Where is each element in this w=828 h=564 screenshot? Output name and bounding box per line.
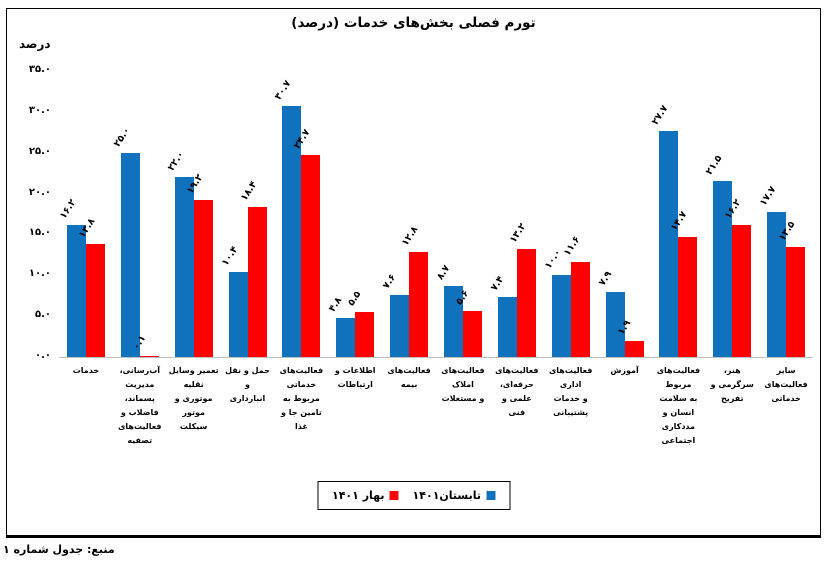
y-axis-title: درصد — [19, 37, 51, 51]
bar-summer: ۱۰.۰ — [542, 248, 571, 357]
bar-summer: ۲۵.۰ — [112, 125, 140, 357]
bar-group: ۲۵.۰ ۰.۱ — [112, 71, 167, 357]
bar-value-label: ۲۲.۰ — [165, 149, 187, 174]
bar-group: ۷.۹ ۱.۹ — [596, 71, 652, 357]
bar-value-label: ۴.۸ — [326, 295, 345, 314]
category-label: فعالیت‌های خدماتی مربوط به تامین جا و غذا — [279, 366, 324, 431]
bar-summer: ۲۱.۵ — [704, 154, 733, 357]
category-label: فعالیت‌های مربوط به سلامت انسان و مددکاری ا… — [656, 366, 701, 445]
bar-value-label: ۱۲.۸ — [399, 224, 421, 249]
bar-value-label: ۱۰.۰ — [542, 247, 564, 272]
y-axis-ticks: ۳۵.۰ ۳۰.۰ ۲۵.۰ ۲۰.۰ ۱۵.۰ ۱۰.۰ ۵.۰ ۰.۰ — [7, 64, 53, 361]
bar-value-label: ۲۵.۰ — [111, 125, 133, 149]
bar-spring: ۱.۹ — [615, 319, 644, 357]
plot-area: ۱۶.۲ ۱۳.۸ ۲۵.۰ ۰.۱ ۲۲.۰ ۱۹.۲ ۱۰.۴ ۱۸.۴ ۳۰.۷ ۲۴.۷ ۴… — [58, 71, 813, 358]
y-tick-label: ۱۰.۰ — [28, 268, 51, 280]
bar-value-label: ۷.۶ — [380, 272, 399, 291]
bar-group: ۱۷.۷ ۱۳.۵ — [758, 71, 813, 357]
category-label: هنر، سرگرمی و تفریح — [710, 366, 754, 403]
category-label: خدمات — [72, 366, 100, 375]
y-tick-label: ۲۰.۰ — [28, 186, 51, 198]
bar-summer: ۸.۷ — [435, 263, 463, 357]
bar-group: ۲۱.۵ ۱۶.۲ — [704, 71, 759, 357]
chart-frame: تورم فصلی بخش‌های خدمات (درصد) درصد ۳۵.۰… — [6, 8, 821, 538]
legend-swatch-summer — [486, 491, 495, 500]
bar-group: ۷.۴ ۱۳.۲ — [489, 71, 544, 357]
bar-summer: ۷.۹ — [596, 270, 625, 357]
category-label: آب‌رسانی، مدیریت پسماند، فاضلاب و فعالیت‌ها… — [118, 366, 162, 445]
legend-swatch-spring — [389, 491, 399, 500]
category-label: فعالیت‌های املاک و مستغلات — [441, 366, 485, 403]
bar-summer: ۴.۸ — [327, 295, 356, 357]
bar-value-label: ۱۷.۷ — [757, 184, 779, 209]
bar-group: ۱۶.۲ ۱۳.۸ — [58, 71, 113, 357]
bar-spring: ۱۲.۸ — [400, 225, 429, 357]
bar-summer: ۱۶.۲ — [58, 197, 86, 357]
bar-spring: ۲۴.۷ — [292, 128, 321, 357]
legend-entry-summer: تابستان۱۴۰۱ — [413, 489, 495, 502]
legend-entry-spring: بهار ۱۴۰۱ — [332, 489, 399, 502]
bar-spring: ۵.۵ — [346, 289, 375, 357]
bar-summer: ۳۰.۷ — [273, 79, 302, 357]
y-tick-label: ۱۵.۰ — [28, 227, 51, 239]
category-label: فعالیت‌های حرفه‌ای، علمی و فنی — [495, 366, 539, 417]
y-tick-label: ۰.۰ — [34, 350, 51, 361]
bar-value-label: ۱۸.۴ — [238, 179, 259, 203]
bar-value-label: ۱۱.۶ — [561, 234, 583, 259]
y-tick-label: ۳۵.۰ — [28, 64, 51, 75]
bar-group: ۱۰.۰ ۱۱.۶ — [542, 71, 598, 357]
bar-value-label: ۵.۵ — [345, 289, 364, 309]
bar-spring: ۱۶.۲ — [723, 197, 752, 357]
bar-group: ۱۰.۴ ۱۸.۴ — [219, 71, 275, 357]
bar-value-label: ۸.۷ — [434, 263, 453, 282]
y-tick-label: ۳۰.۰ — [28, 104, 51, 116]
category-label: تعمیر وسایل نقلیه موتوری و موتور سیکلت — [168, 366, 219, 431]
source-note: منبع: جدول شماره ۱ — [3, 543, 115, 556]
bar-value-label: ۲۷.۷ — [650, 103, 671, 127]
bar-group: ۲۲.۰ ۱۹.۲ — [165, 71, 221, 357]
bar-summer: ۱۷.۷ — [758, 185, 787, 357]
bar-group: ۴.۸ ۵.۵ — [327, 71, 382, 357]
bar-value-label: ۷.۴ — [488, 273, 507, 293]
chart-title: تورم فصلی بخش‌های خدمات (درصد) — [291, 15, 536, 31]
legend: تابستان۱۴۰۱ بهار ۱۴۰۱ — [317, 481, 510, 510]
category-label: آموزش — [610, 366, 639, 375]
bar-spring: ۱۹.۲ — [184, 172, 213, 357]
bar-summer: ۲۷.۷ — [650, 103, 679, 357]
bar-summer: ۷.۴ — [489, 274, 517, 357]
bar-value-label: ۲۱.۵ — [704, 153, 725, 178]
bar-summer: ۲۲.۰ — [165, 150, 194, 357]
category-axis: خدمات آب‌رسانی، مدیریت پسماند، فاضلاب و فعال… — [59, 364, 813, 448]
bar-value-label: ۱۳.۲ — [507, 221, 529, 246]
category-label: سایر فعالیت‌های خدماتی — [764, 366, 808, 403]
bar-spring: ۱۴.۷ — [669, 209, 698, 357]
bar-value-label: ۱۶.۲ — [57, 197, 79, 221]
bar-spring: ۱۳.۸ — [77, 217, 105, 357]
bar-spring: ۱۸.۴ — [238, 179, 267, 357]
bar-spring: ۱۳.۵ — [777, 219, 806, 357]
category-label: فعالیت‌های بیمه — [387, 366, 431, 389]
bar-value-label: ۷.۹ — [596, 269, 614, 289]
bar-summer: ۷.۶ — [381, 272, 410, 357]
y-tick-label: ۲۵.۰ — [28, 145, 51, 157]
category-label: فعالیت‌های اداری و خدمات پشتیبانی — [548, 366, 593, 417]
bar-value-label: ۱۰.۴ — [219, 244, 240, 269]
bar-group: ۸.۷ ۵.۶ — [435, 71, 490, 357]
bar-group: ۷.۶ ۱۲.۸ — [381, 71, 436, 357]
category-label: اطلاعات و ارتباطات — [334, 366, 376, 389]
bar-spring: ۱۳.۲ — [508, 222, 536, 357]
bar-summer: ۱۰.۴ — [219, 244, 248, 357]
bar-spring: ۱۱.۶ — [561, 235, 590, 357]
y-tick-label: ۵.۰ — [34, 309, 51, 321]
bar-value-label: ۳۰.۷ — [273, 78, 294, 103]
category-label: حمل و نقل و انبارداری — [225, 366, 270, 403]
bar-spring: ۰.۱ — [131, 333, 159, 357]
legend-label-summer: تابستان۱۴۰۱ — [412, 489, 481, 502]
legend-label-spring: بهار ۱۴۰۱ — [332, 489, 385, 502]
bar-spring: ۵.۶ — [454, 288, 482, 357]
bar-group: ۲۷.۷ ۱۴.۷ — [650, 71, 705, 357]
bar-group: ۳۰.۷ ۲۴.۷ — [273, 71, 328, 357]
